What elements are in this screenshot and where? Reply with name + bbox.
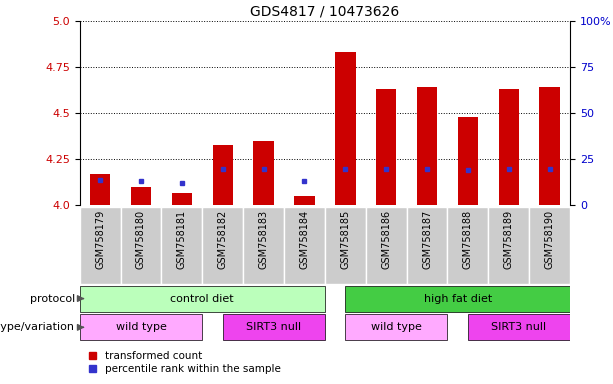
Text: GSM758188: GSM758188 <box>463 210 473 269</box>
Bar <box>284 207 325 284</box>
Text: GSM758182: GSM758182 <box>218 210 227 269</box>
Text: wild type: wild type <box>116 322 166 333</box>
Text: control diet: control diet <box>170 293 234 304</box>
Text: GSM758186: GSM758186 <box>381 210 391 269</box>
Bar <box>325 207 366 284</box>
Text: GSM758183: GSM758183 <box>259 210 268 269</box>
Bar <box>529 207 570 284</box>
Bar <box>213 145 233 205</box>
Bar <box>417 88 437 205</box>
Text: SIRT3 null: SIRT3 null <box>492 322 547 333</box>
Legend: transformed count, percentile rank within the sample: transformed count, percentile rank withi… <box>85 347 284 378</box>
Bar <box>335 53 356 205</box>
Text: GSM758190: GSM758190 <box>545 210 555 269</box>
Text: genotype/variation: genotype/variation <box>0 322 75 333</box>
Text: GSM758185: GSM758185 <box>340 210 350 269</box>
Text: high fat diet: high fat diet <box>424 293 492 304</box>
Bar <box>366 207 406 284</box>
Text: GSM758189: GSM758189 <box>504 210 514 269</box>
Bar <box>90 174 110 205</box>
Text: wild type: wild type <box>371 322 422 333</box>
Bar <box>539 88 560 205</box>
Bar <box>447 207 489 284</box>
Bar <box>121 207 161 284</box>
Bar <box>253 141 274 205</box>
Bar <box>161 207 202 284</box>
Bar <box>498 89 519 205</box>
Bar <box>80 314 202 340</box>
Bar <box>80 286 325 311</box>
Bar <box>243 207 284 284</box>
Bar <box>458 117 478 205</box>
Bar <box>294 196 314 205</box>
Bar <box>131 187 151 205</box>
Text: protocol: protocol <box>29 293 75 304</box>
Text: GSM758180: GSM758180 <box>136 210 146 269</box>
Bar <box>489 207 529 284</box>
Bar <box>223 314 325 340</box>
Text: GSM758179: GSM758179 <box>95 210 105 269</box>
Bar <box>80 207 121 284</box>
Text: GSM758187: GSM758187 <box>422 210 432 269</box>
Bar <box>468 314 570 340</box>
Bar <box>172 192 192 205</box>
Bar <box>406 207 447 284</box>
Text: GSM758184: GSM758184 <box>300 210 310 269</box>
Text: SIRT3 null: SIRT3 null <box>246 322 302 333</box>
Bar <box>376 89 397 205</box>
Bar <box>345 314 447 340</box>
Bar <box>202 207 243 284</box>
Title: GDS4817 / 10473626: GDS4817 / 10473626 <box>250 5 400 18</box>
Text: GSM758181: GSM758181 <box>177 210 187 269</box>
Bar <box>345 286 570 311</box>
